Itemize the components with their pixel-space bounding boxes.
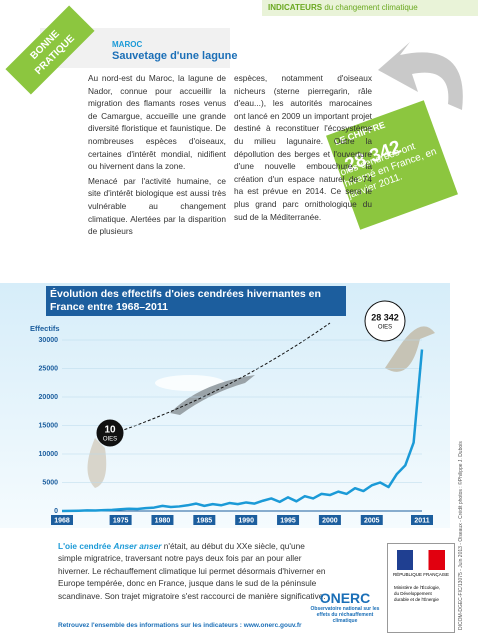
column: espèces, notamment d'oiseaux nicheurs (s… xyxy=(234,72,372,223)
annotation-value: 10 xyxy=(104,425,116,436)
x-tick-label: 1968 xyxy=(54,517,70,524)
x-tick-label: 1975 xyxy=(113,517,129,524)
x-tick-label: 2000 xyxy=(322,517,338,524)
x-tick-label: 1990 xyxy=(238,517,254,524)
y-tick-label: 10000 xyxy=(39,451,59,458)
x-tick-label: 1995 xyxy=(280,517,296,524)
x-tick-label: 2011 xyxy=(414,517,429,524)
flag xyxy=(397,550,445,570)
paragraph: Au nord-est du Maroc, la lagune de Nador… xyxy=(88,72,226,173)
annotation-unit: OIES xyxy=(103,437,117,443)
y-tick-label: 30000 xyxy=(39,337,59,344)
page: INDICATEURS du changement climatique BON… xyxy=(0,0,478,636)
credits: DICOM-DGEC-FIC/13075 - Juin 2013 - Oisea… xyxy=(458,300,464,630)
y-axis-label: Effectifs xyxy=(30,324,60,333)
x-tick-label: 2005 xyxy=(364,517,380,524)
back-arrow xyxy=(378,42,463,110)
footer-lead: L'oie cendrée xyxy=(58,541,111,551)
paragraph: espèces, notamment d'oiseaux nicheurs (s… xyxy=(234,72,372,223)
chart-title-box: Évolution des effectifs d'oies cendrées … xyxy=(50,286,345,318)
logo-name: ONERC xyxy=(305,590,385,606)
logo-desc: Observatoire national sur les effets du … xyxy=(305,606,385,624)
ministry: Ministère de l'Écologie, du Développemen… xyxy=(394,585,444,603)
y-tick-label: 25000 xyxy=(39,365,59,372)
paragraph: Menacé par l'activité humaine, ce site d… xyxy=(88,175,226,238)
annotation-value: 28 342 xyxy=(371,312,399,322)
chart-title: Évolution des effectifs d'oies cendrées … xyxy=(50,286,345,314)
species: Anser anser xyxy=(113,541,161,551)
y-tick-label: 0 xyxy=(54,508,58,515)
y-tick-label: 20000 xyxy=(39,394,59,401)
footer-link: Retrouvez l'ensemble des informations su… xyxy=(58,622,302,629)
x-tick-label: 1980 xyxy=(155,517,171,524)
ministry-logo: RÉPUBLIQUE FRANÇAISE Ministère de l'Écol… xyxy=(387,543,455,633)
footer-text: L'oie cendrée Anser anser n'était, au dé… xyxy=(58,540,328,602)
y-tick-label: 15000 xyxy=(39,422,59,429)
onerc-logo: ONERC Observatoire national sur les effe… xyxy=(305,590,385,624)
republic: RÉPUBLIQUE FRANÇAISE xyxy=(388,572,454,577)
y-tick-label: 5000 xyxy=(42,479,58,486)
x-tick-label: 1985 xyxy=(197,517,213,524)
annotation-unit: OIES xyxy=(378,325,392,331)
article-title: Sauvetage d'une lagune xyxy=(112,50,237,62)
column: Au nord-est du Maroc, la lagune de Nador… xyxy=(88,72,226,238)
kicker: MAROC xyxy=(112,40,142,49)
chart: Évolution des effectifs d'oies cendrées … xyxy=(0,283,478,533)
